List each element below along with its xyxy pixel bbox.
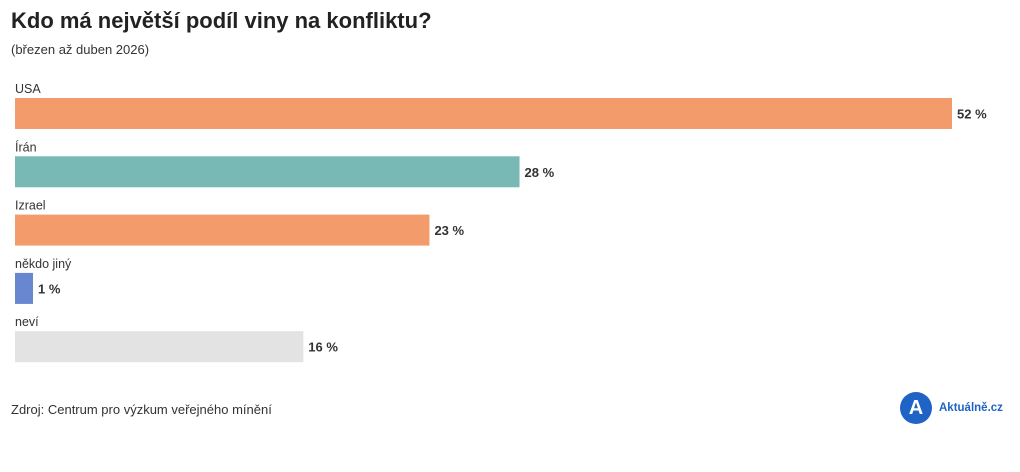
bar-írán[interactable] xyxy=(15,156,520,188)
chart-subtitle: (březen až duben 2026) xyxy=(11,42,150,57)
value-label-írán: 28 % xyxy=(525,165,555,180)
logo-text: Aktuálně.cz xyxy=(939,402,1003,414)
bar-někdo-jiný[interactable] xyxy=(15,272,34,304)
publisher-logo[interactable]: A Aktuálně.cz xyxy=(900,392,1003,424)
value-label-neví: 16 % xyxy=(308,340,338,355)
bar-chart: USA 52 % Írán 28 % Izrael 23 % někdo jiný 1 % ne… xyxy=(15,82,987,363)
value-label-usa: 52 % xyxy=(957,107,987,122)
value-label-izrael: 23 % xyxy=(434,223,464,238)
bar-neví[interactable] xyxy=(15,331,304,363)
chart-title: Kdo má největší podíl viny na konfliktu? xyxy=(11,8,432,33)
value-label-někdo-jiný: 1 % xyxy=(38,281,61,296)
category-label-usa: USA xyxy=(15,82,41,96)
category-label-neví: neví xyxy=(15,315,39,329)
category-label-někdo-jiný: někdo jiný xyxy=(15,257,72,271)
source-note: Zdroj: Centrum pro výzkum veřejného míně… xyxy=(11,402,272,417)
bar-usa[interactable] xyxy=(15,98,952,129)
category-label-izrael: Izrael xyxy=(15,199,46,213)
logo-a-icon: A xyxy=(900,392,932,424)
category-label-írán: Írán xyxy=(15,139,37,154)
bar-izrael[interactable] xyxy=(15,214,430,246)
